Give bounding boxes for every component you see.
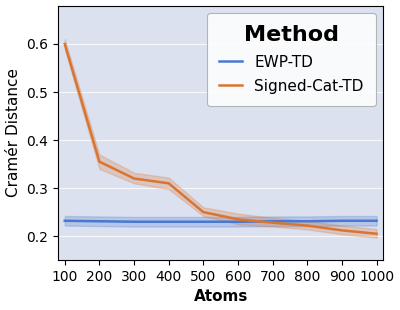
Signed-Cat-TD: [62, 42, 67, 46]
Signed-Cat-TD: [270, 221, 275, 224]
Signed-Cat-TD: [201, 210, 206, 214]
Signed-Cat-TD: [132, 177, 136, 180]
EWP-TD: [62, 219, 67, 223]
EWP-TD: [236, 220, 240, 224]
EWP-TD: [340, 219, 344, 223]
Y-axis label: Cramér Distance: Cramér Distance: [6, 69, 20, 197]
EWP-TD: [166, 220, 171, 224]
Signed-Cat-TD: [97, 160, 102, 164]
EWP-TD: [132, 220, 136, 224]
Line: EWP-TD: EWP-TD: [65, 221, 376, 222]
EWP-TD: [305, 219, 310, 223]
EWP-TD: [201, 220, 206, 224]
Legend: EWP-TD, Signed-Cat-TD: EWP-TD, Signed-Cat-TD: [207, 13, 376, 106]
Signed-Cat-TD: [305, 224, 310, 228]
Signed-Cat-TD: [166, 181, 171, 185]
X-axis label: Atoms: Atoms: [194, 290, 248, 304]
Line: Signed-Cat-TD: Signed-Cat-TD: [65, 44, 376, 234]
EWP-TD: [270, 219, 275, 223]
Signed-Cat-TD: [236, 218, 240, 221]
Signed-Cat-TD: [340, 228, 344, 232]
EWP-TD: [97, 219, 102, 223]
EWP-TD: [374, 219, 379, 223]
Signed-Cat-TD: [374, 232, 379, 236]
